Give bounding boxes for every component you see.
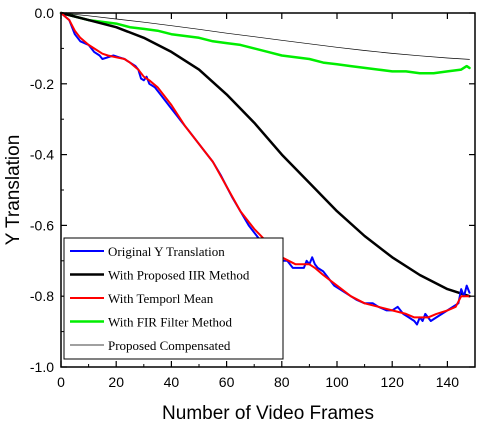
series-line-1	[59, 11, 471, 298]
y-tick-label-4: -0.8	[30, 288, 54, 304]
legend-label-4: Proposed Compensated	[108, 338, 231, 353]
x-tick-label-2: 40	[164, 374, 180, 390]
series-line-4	[60, 12, 470, 60]
x-tick-label-4: 80	[274, 374, 290, 390]
x-tick-label-5: 100	[325, 374, 349, 390]
x-tick-label-7: 140	[436, 374, 460, 390]
series-line-3	[59, 11, 471, 75]
x-tick-label-0: 0	[57, 374, 65, 390]
legend-label-0: Original Y Translation	[108, 244, 225, 259]
x-axis-title: Number of Video Frames	[162, 403, 374, 424]
legend: Original Y Translation With Proposed IIR …	[63, 237, 284, 360]
legend-label-2: With Temporl Mean	[108, 291, 214, 306]
x-tick-label-6: 120	[381, 374, 405, 390]
axes-layer: 0 20 40 60 80 100 120 140 0.0 -0.2 -0.4 -0.6 -0.8 -1.…	[30, 5, 475, 390]
y-tick-label-5: -1.0	[30, 359, 54, 375]
y-tick-label-0: 0.0	[35, 5, 55, 21]
legend-label-3: With FIR Filter Method	[108, 315, 233, 330]
x-tick-label-3: 60	[219, 374, 235, 390]
legend-label-1: With Proposed IIR Method	[108, 268, 250, 283]
y-tick-label-1: -0.2	[30, 76, 54, 92]
y-tick-label-3: -0.6	[30, 217, 54, 233]
series-line-2	[60, 12, 471, 319]
y-axis-title: Y Translation	[3, 135, 24, 246]
x-tick-label-1: 20	[108, 374, 124, 390]
y-tick-label-2: -0.4	[30, 147, 54, 163]
